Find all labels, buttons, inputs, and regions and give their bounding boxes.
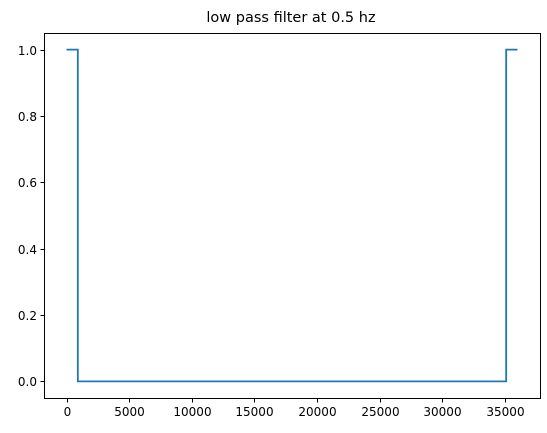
plot-area: 0 5000 10000 15000 20000 25000 30000 35000 0.0 0.… [18,33,541,419]
x-tick-label: 20000 [298,405,336,419]
x-tick-label: 15000 [235,405,273,419]
y-tick-label: 0.2 [18,309,37,323]
x-tick-label: 5000 [114,405,145,419]
y-tick-label: 0.4 [18,243,37,257]
chart-title: low pass filter at 0.5 hz [206,10,375,26]
y-tick-label: 0.6 [18,176,37,190]
x-tick-label: 10000 [173,405,211,419]
axes-frame [44,33,541,399]
series-line-0 [66,48,518,383]
x-tick-label: 0 [64,405,72,419]
y-tick-label: 0.8 [18,110,37,124]
y-tick-label: 0.0 [18,375,37,389]
y-tick-label: 1.0 [18,44,37,58]
x-tick-label: 30000 [423,405,461,419]
x-tick-label: 25000 [361,405,399,419]
x-tick-label: 35000 [486,405,524,419]
